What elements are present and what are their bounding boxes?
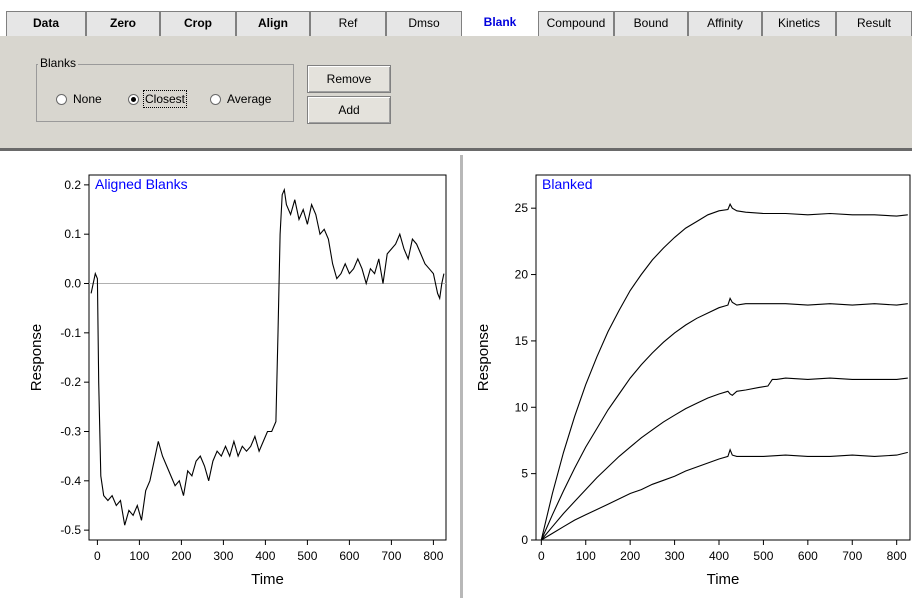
series-line-4	[541, 448, 908, 541]
tab-strip: Data Zero Crop Align Ref Dmso Blank Comp…	[0, 0, 912, 36]
x-axis-label: Time	[707, 571, 740, 588]
y-tick-label: -0.2	[60, 375, 81, 389]
radio-closest[interactable]: Closest	[128, 90, 188, 108]
y-tick-label: 0.2	[64, 178, 81, 192]
x-tick-label: 100	[576, 549, 596, 563]
y-tick-label: 20	[515, 268, 529, 282]
tab-dmso[interactable]: Dmso	[386, 11, 462, 36]
x-tick-label: 100	[129, 549, 149, 563]
x-tick-label: 800	[423, 549, 443, 563]
x-tick-label: 600	[798, 549, 818, 563]
aligned-blanks-plot: 0 100 200 300 400 500 600 700 800 -0.5 -0.4 -0.3 -0.…	[28, 174, 447, 588]
series-line-1	[540, 202, 908, 541]
x-tick-label: 500	[753, 549, 773, 563]
y-tick-label: 10	[515, 400, 529, 414]
y-tick-label: 5	[521, 467, 528, 481]
series-line-2	[540, 297, 908, 541]
tab-crop[interactable]: Crop	[160, 11, 236, 36]
x-tick-label: 700	[842, 549, 862, 563]
tab-affinity[interactable]: Affinity	[688, 11, 762, 36]
plot-divider[interactable]	[460, 155, 463, 598]
blank-options-panel: Blanks None Closest Average Remove Add	[0, 36, 912, 151]
remove-button[interactable]: Remove	[307, 65, 391, 93]
radio-average[interactable]: Average	[210, 92, 271, 106]
plot-frame	[535, 174, 911, 541]
tab-blank[interactable]: Blank	[462, 11, 538, 36]
blanked-plot: 0 100 200 300 400 500 600 700 800 0 5 10 15 20 25 Time R…	[475, 174, 911, 588]
radio-closest-label: Closest	[142, 90, 188, 108]
x-tick-label: 0	[538, 549, 545, 563]
blanks-group-label: Blanks	[38, 56, 79, 70]
radio-average-label: Average	[227, 92, 272, 106]
y-tick-label: 0	[521, 533, 528, 547]
x-tick-label: 300	[665, 549, 685, 563]
x-tick-label: 700	[381, 549, 401, 563]
plot-title: Aligned Blanks	[95, 176, 188, 192]
x-tick-label: 400	[255, 549, 275, 563]
x-tick-label: 500	[297, 549, 317, 563]
tab-bound[interactable]: Bound	[614, 11, 688, 36]
y-axis-label: Response	[28, 324, 45, 392]
radio-average-indicator[interactable]	[210, 93, 221, 105]
y-tick-label: -0.1	[60, 326, 81, 340]
x-tick-label: 400	[709, 549, 729, 563]
y-tick-label: -0.5	[60, 523, 81, 537]
y-axis-label: Response	[475, 324, 492, 392]
plot-title: Blanked	[542, 176, 593, 192]
x-tick-label: 200	[171, 549, 191, 563]
series-line-1	[90, 187, 445, 526]
series-line-3	[540, 377, 908, 541]
x-tick-label: 0	[94, 549, 101, 563]
y-tick-label: 15	[515, 334, 529, 348]
y-tick-label: 0.0	[64, 277, 81, 291]
tab-ref[interactable]: Ref	[310, 11, 386, 36]
x-tick-label: 200	[620, 549, 640, 563]
x-tick-label: 300	[213, 549, 233, 563]
radio-closest-indicator[interactable]	[128, 93, 139, 105]
y-tick-label: 0.1	[64, 227, 81, 241]
tab-zero[interactable]: Zero	[86, 11, 160, 36]
tab-data[interactable]: Data	[6, 11, 86, 36]
x-tick-label: 800	[887, 549, 907, 563]
radio-none-label: None	[73, 92, 102, 106]
radio-none[interactable]: None	[56, 92, 102, 106]
y-tick-label: -0.3	[60, 424, 81, 438]
plot-frame	[88, 174, 447, 541]
tab-compound[interactable]: Compound	[538, 11, 614, 36]
tab-result[interactable]: Result	[836, 11, 912, 36]
tab-kinetics[interactable]: Kinetics	[762, 11, 836, 36]
blanks-groupbox	[36, 64, 294, 122]
x-axis-label: Time	[251, 571, 284, 588]
y-tick-label: -0.4	[60, 474, 81, 488]
tab-align[interactable]: Align	[236, 11, 310, 36]
add-button[interactable]: Add	[307, 96, 391, 124]
x-tick-label: 600	[339, 549, 359, 563]
radio-none-indicator[interactable]	[56, 93, 67, 105]
y-tick-label: 25	[515, 201, 529, 215]
